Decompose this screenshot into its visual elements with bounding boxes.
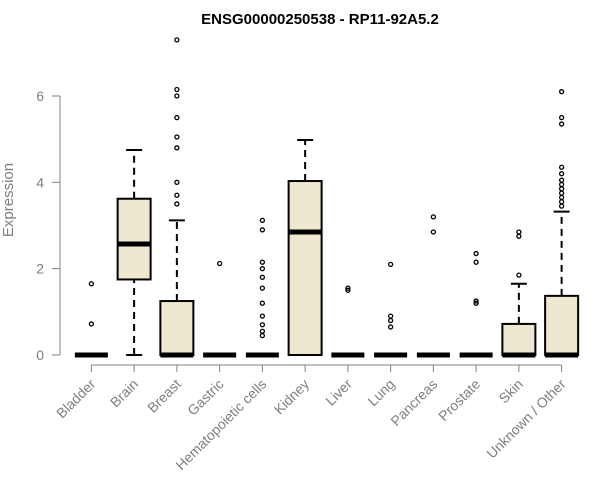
outlier-point bbox=[259, 217, 266, 223]
outlier-point bbox=[174, 192, 180, 198]
outlier-point bbox=[174, 134, 180, 140]
outlier-point bbox=[558, 171, 565, 177]
box-body bbox=[501, 322, 537, 357]
outlier-point bbox=[259, 300, 266, 306]
outlier-point bbox=[174, 93, 180, 99]
outlier-point bbox=[558, 177, 565, 183]
box-prostate bbox=[459, 250, 493, 358]
outlier-point bbox=[516, 272, 522, 278]
outlier-point bbox=[516, 229, 522, 235]
outlier-point bbox=[473, 300, 479, 306]
box-hematopoietic-cells bbox=[245, 217, 279, 358]
box-body bbox=[287, 180, 323, 356]
outlier-point bbox=[558, 199, 565, 205]
x-tick-label: Liver bbox=[322, 376, 355, 409]
box-brain bbox=[116, 148, 152, 356]
x-tick-label: Gastric bbox=[184, 376, 227, 419]
box-liver bbox=[331, 285, 365, 358]
outlier-point bbox=[387, 313, 394, 319]
outlier-point bbox=[430, 229, 437, 235]
outlier-point bbox=[558, 190, 565, 196]
outlier-point bbox=[387, 261, 394, 268]
box-lung bbox=[374, 261, 408, 358]
outlier-point bbox=[259, 328, 266, 334]
y-axis: 0 2 4 6 bbox=[36, 88, 61, 363]
box-body bbox=[544, 294, 580, 356]
x-tick-label: Unknown / Other bbox=[483, 376, 569, 462]
plot-area bbox=[74, 37, 580, 358]
outlier-point bbox=[259, 322, 266, 328]
outlier-point bbox=[259, 313, 266, 319]
y-tick-label: 2 bbox=[36, 261, 44, 277]
outlier-point bbox=[259, 285, 266, 291]
box-breast bbox=[159, 37, 195, 358]
x-tick-label: Pancreas bbox=[387, 376, 440, 429]
y-tick-label: 0 bbox=[36, 347, 44, 363]
box-kidney bbox=[287, 139, 323, 356]
outlier-point bbox=[216, 260, 223, 267]
box-body bbox=[116, 197, 152, 281]
outlier-point bbox=[516, 233, 522, 239]
x-tick-label: Bladder bbox=[53, 376, 99, 422]
outlier-point bbox=[174, 201, 180, 207]
outlier-point bbox=[259, 259, 266, 265]
outlier-point bbox=[473, 250, 479, 257]
outlier-point bbox=[259, 227, 266, 233]
x-tick-label: Skin bbox=[495, 376, 526, 407]
box-gastric bbox=[203, 260, 237, 358]
outlier-point bbox=[259, 332, 266, 339]
outlier-point bbox=[558, 89, 565, 95]
x-tick-label: Prostate bbox=[435, 376, 483, 424]
outlier-point bbox=[345, 287, 351, 293]
outlier-point bbox=[558, 186, 565, 192]
x-tick-label: Kidney bbox=[271, 376, 313, 418]
outlier-point bbox=[473, 259, 479, 265]
x-tick-label: Breast bbox=[144, 376, 184, 416]
box-skin bbox=[501, 229, 537, 358]
box-body bbox=[159, 300, 195, 356]
outlier-point bbox=[558, 181, 565, 188]
outlier-point bbox=[345, 285, 351, 291]
outlier-point bbox=[174, 86, 180, 93]
outlier-point bbox=[259, 266, 266, 272]
outlier-point bbox=[430, 214, 437, 220]
outlier-point bbox=[558, 194, 565, 201]
x-tick-label: Lung bbox=[364, 376, 397, 409]
y-tick-label: 6 bbox=[36, 88, 44, 104]
box-bladder bbox=[74, 281, 108, 358]
box-pancreas bbox=[416, 214, 450, 358]
outlier-point bbox=[174, 179, 180, 185]
outlier-point bbox=[259, 274, 266, 280]
outlier-point bbox=[88, 321, 95, 327]
outlier-point bbox=[174, 114, 180, 121]
outlier-point bbox=[174, 145, 180, 151]
outlier-point bbox=[558, 121, 565, 127]
outlier-point bbox=[387, 324, 394, 330]
outlier-point bbox=[473, 298, 479, 304]
outlier-point bbox=[387, 317, 394, 324]
outlier-point bbox=[558, 164, 565, 170]
outlier-point bbox=[558, 203, 565, 209]
outlier-point bbox=[174, 37, 180, 43]
x-tick-label: Brain bbox=[107, 376, 141, 410]
outlier-point bbox=[88, 281, 95, 287]
box-unknown-other bbox=[544, 89, 580, 358]
outlier-point bbox=[558, 114, 565, 121]
chart-title: ENSG00000250538 - RP11-92A5.2 bbox=[201, 11, 439, 28]
y-tick-label: 4 bbox=[36, 174, 44, 190]
y-axis-label: Expression bbox=[0, 163, 17, 237]
